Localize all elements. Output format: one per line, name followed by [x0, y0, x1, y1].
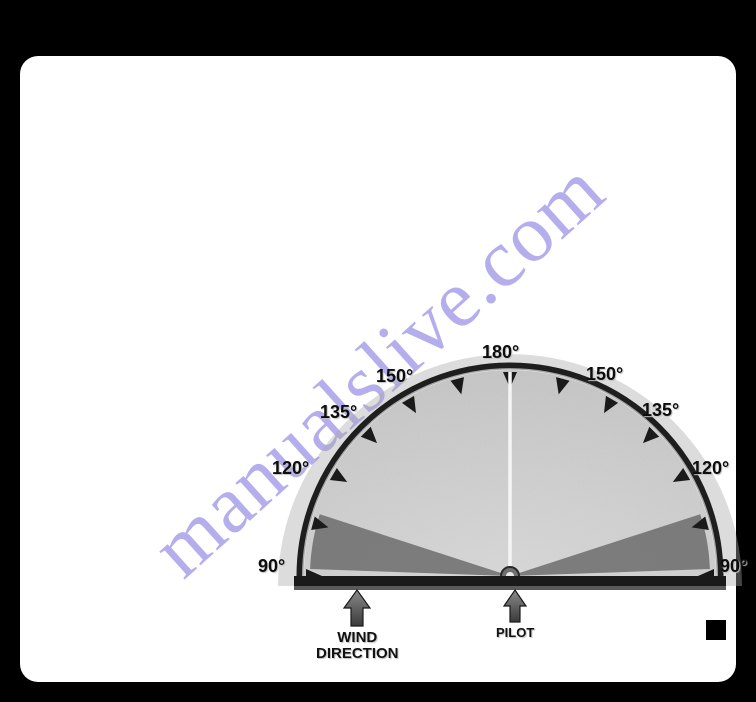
wind-label: WIND DIRECTION: [316, 630, 399, 662]
degree-label-120: 120°: [272, 458, 309, 479]
degree-label-240: 120°: [692, 458, 729, 479]
degree-label-180: 180°: [482, 342, 519, 363]
degree-label-90: 90°: [258, 556, 285, 577]
degree-label-225: 135°: [642, 400, 679, 421]
wind-direction-arrow: WIND DIRECTION: [316, 588, 399, 662]
pilot-label: PILOT: [496, 626, 534, 640]
degree-label-210: 150°: [586, 364, 623, 385]
degree-label-270: 90°: [720, 556, 747, 577]
pilot-arrow: PILOT: [496, 588, 534, 640]
degree-label-150: 150°: [376, 366, 413, 387]
page-frame: manualslive.com: [20, 56, 736, 682]
arrow-up-icon: [502, 588, 528, 624]
arrow-up-icon: [342, 588, 372, 628]
wind-label-line2: DIRECTION: [316, 645, 399, 662]
wind-label-line1: WIND: [337, 629, 377, 646]
degree-label-135: 135°: [320, 402, 357, 423]
wind-gauge: 90° 120° 135° 150° 180° 150° 135° 120° 90° WIND …: [260, 336, 756, 666]
page-number-marker: [706, 620, 726, 640]
